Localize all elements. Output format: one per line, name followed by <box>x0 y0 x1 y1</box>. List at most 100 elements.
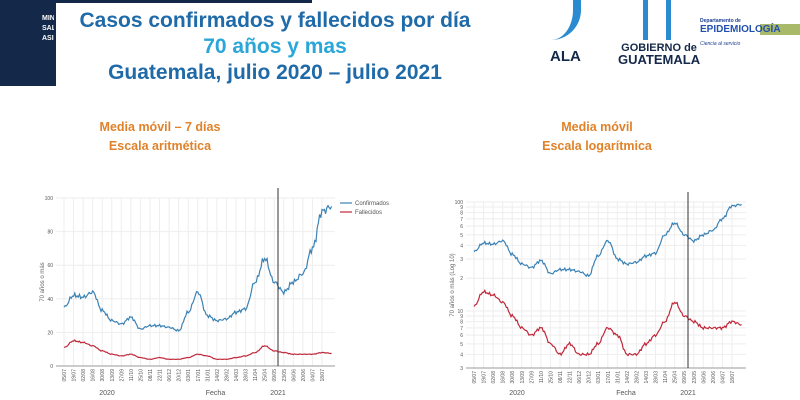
right-y-tick-label: 6 <box>460 224 463 230</box>
left-series-confirmados <box>63 204 333 332</box>
right-y-tick-label: 9 <box>460 205 463 211</box>
right-year-label: 2021 <box>680 390 696 397</box>
left-x-tick-label: 11/04 <box>253 369 259 381</box>
top-bar <box>56 0 312 3</box>
left-y-axis-label: 70 años o más <box>40 262 46 301</box>
left-x-tick-label: 08/11 <box>148 369 154 381</box>
left-x-tick-label: 25/10 <box>138 369 144 382</box>
left-subtitle-line1: Media móvil – 7 días <box>99 120 221 134</box>
right-x-tick-label: 14/03 <box>644 371 650 384</box>
right-x-tick-label: 28/03 <box>654 371 660 384</box>
right-x-tick-label: 14/02 <box>625 371 631 384</box>
right-x-tick-label: 25/04 <box>673 371 679 384</box>
right-x-tick-label: 13/09 <box>520 371 526 384</box>
left-y-tick-label: 80 <box>47 230 53 236</box>
right-x-tick-label: 28/02 <box>634 371 640 384</box>
left-y-tick-label: 40 <box>47 297 53 303</box>
right-x-tick-label: 27/09 <box>529 371 535 384</box>
right-subtitle: Media móvil Escala logarítmica <box>477 118 717 156</box>
right-y-tick-label: 8 <box>460 211 463 217</box>
left-series-fallecidos <box>63 339 332 361</box>
logo-gobierno: GOBIERNO de GUATEMALA <box>618 42 700 66</box>
right-y-tick-label: 100 <box>455 200 464 206</box>
left-x-tick-label: 13/09 <box>110 369 116 382</box>
left-x-tick-label: 25/04 <box>263 369 269 382</box>
right-y-tick-label: 7 <box>460 217 463 223</box>
right-x-tick-label: 23/05 <box>692 371 698 384</box>
right-series-confirmados <box>473 203 742 278</box>
right-x-tick-label: 22/11 <box>568 371 574 383</box>
title-line-2: 70 años y mas <box>203 35 347 58</box>
logo-gobierno-line2: GUATEMALA <box>618 52 701 67</box>
left-x-tick-label: 28/03 <box>244 369 250 382</box>
right-x-tick-label: 06/12 <box>577 371 583 384</box>
left-x-tick-label: 30/08 <box>100 369 106 382</box>
right-subtitle-line1: Media móvil <box>561 120 633 134</box>
left-x-tick-label: 20/06 <box>301 369 307 382</box>
left-x-tick-label: 14/02 <box>215 369 221 382</box>
left-x-tick-label: 23/05 <box>282 369 288 382</box>
logo-gobierno-line1: GOBIERNO de <box>621 42 697 54</box>
right-y-tick-label: 5 <box>460 342 463 348</box>
left-y-tick-label: 100 <box>45 196 54 202</box>
left-x-tick-label: 28/02 <box>224 369 230 382</box>
left-x-tick-label: 03/01 <box>186 369 192 382</box>
right-x-tick-label: 04/07 <box>720 371 726 384</box>
left-x-tick-label: 16/08 <box>91 369 97 382</box>
right-x-tick-label: 05/07 <box>472 371 478 384</box>
right-x-tick-label: 06/06 <box>701 371 707 384</box>
logo-ministry-text: ALA <box>550 48 581 65</box>
left-x-tick-label: 05/07 <box>62 369 68 382</box>
right-x-tick-label: 19/07 <box>482 371 488 384</box>
left-year-label: 2021 <box>270 390 286 397</box>
left-x-tick-label: 17/01 <box>196 369 202 382</box>
right-x-tick-label: 08/11 <box>558 371 564 383</box>
right-x-tick-label: 30/08 <box>510 371 516 384</box>
right-y-tick-label: 7 <box>460 326 463 332</box>
left-year-label: 2020 <box>99 390 115 397</box>
right-y-tick-label: 4 <box>460 352 463 358</box>
right-subtitle-line2: Escala logarítmica <box>542 139 652 153</box>
right-x-tick-label: 25/10 <box>548 371 554 384</box>
left-x-tick-label: 27/09 <box>119 369 125 382</box>
right-x-tick-label: 03/01 <box>596 371 602 384</box>
left-x-tick-label: 19/07 <box>72 369 78 382</box>
left-x-tick-label: 11/10 <box>129 369 135 381</box>
left-y-tick-label: 20 <box>47 330 53 336</box>
legend-label-confirmados: Confirmados <box>355 201 389 207</box>
page-title: Casos confirmados y fallecidos por día 7… <box>60 8 490 86</box>
right-x-tick-label: 16/08 <box>501 371 507 384</box>
right-x-tick-label: 11/04 <box>663 371 669 383</box>
left-subtitle-line2: Escala aritmética <box>108 139 212 153</box>
right-x-tick-label: 31/01 <box>615 371 621 384</box>
left-x-tick-label: 14/03 <box>234 369 240 382</box>
left-x-tick-label: 06/12 <box>167 369 173 382</box>
logo-epi-line2: EPIDEMIOLOGÍA <box>700 24 800 35</box>
right-y-tick-label: 5 <box>460 233 463 239</box>
right-year-label: 2020 <box>509 390 525 397</box>
left-subtitle: Media móvil – 7 días Escala aritmética <box>40 118 280 156</box>
right-y-tick-label: 3 <box>460 257 463 263</box>
right-x-tick-label: 02/08 <box>491 371 497 384</box>
ministry-banner <box>0 0 56 86</box>
left-x-axis-label: Fecha <box>206 390 226 397</box>
left-x-tick-label: 20/12 <box>177 369 183 382</box>
right-y-tick-label: 9 <box>460 314 463 320</box>
right-y-tick-label: 4 <box>460 243 463 249</box>
logo-ministry <box>545 0 581 40</box>
left-x-tick-label: 22/11 <box>158 369 164 381</box>
left-y-tick-label: 0 <box>50 364 53 370</box>
right-x-tick-label: 20/12 <box>587 371 593 384</box>
right-y-tick-label: 10 <box>457 309 463 315</box>
right-x-tick-label: 17/01 <box>606 371 612 384</box>
right-series-fallecidos <box>473 289 742 357</box>
ministry-banner-text: MIN SAL ASI <box>42 15 54 42</box>
right-y-axis-label: 70 años o más (Log 10) <box>450 253 456 316</box>
title-line-3: Guatemala, julio 2020 – julio 2021 <box>108 61 442 84</box>
logo-epidemiologia: Departamento de EPIDEMIOLOGÍA Ciencia al… <box>700 18 800 47</box>
logo-epi-line3: Ciencia al servicio <box>700 41 741 47</box>
right-x-tick-label: 09/05 <box>682 371 688 384</box>
left-y-tick-label: 60 <box>47 263 53 269</box>
logo-epi-line1: Departamento de <box>700 18 741 24</box>
